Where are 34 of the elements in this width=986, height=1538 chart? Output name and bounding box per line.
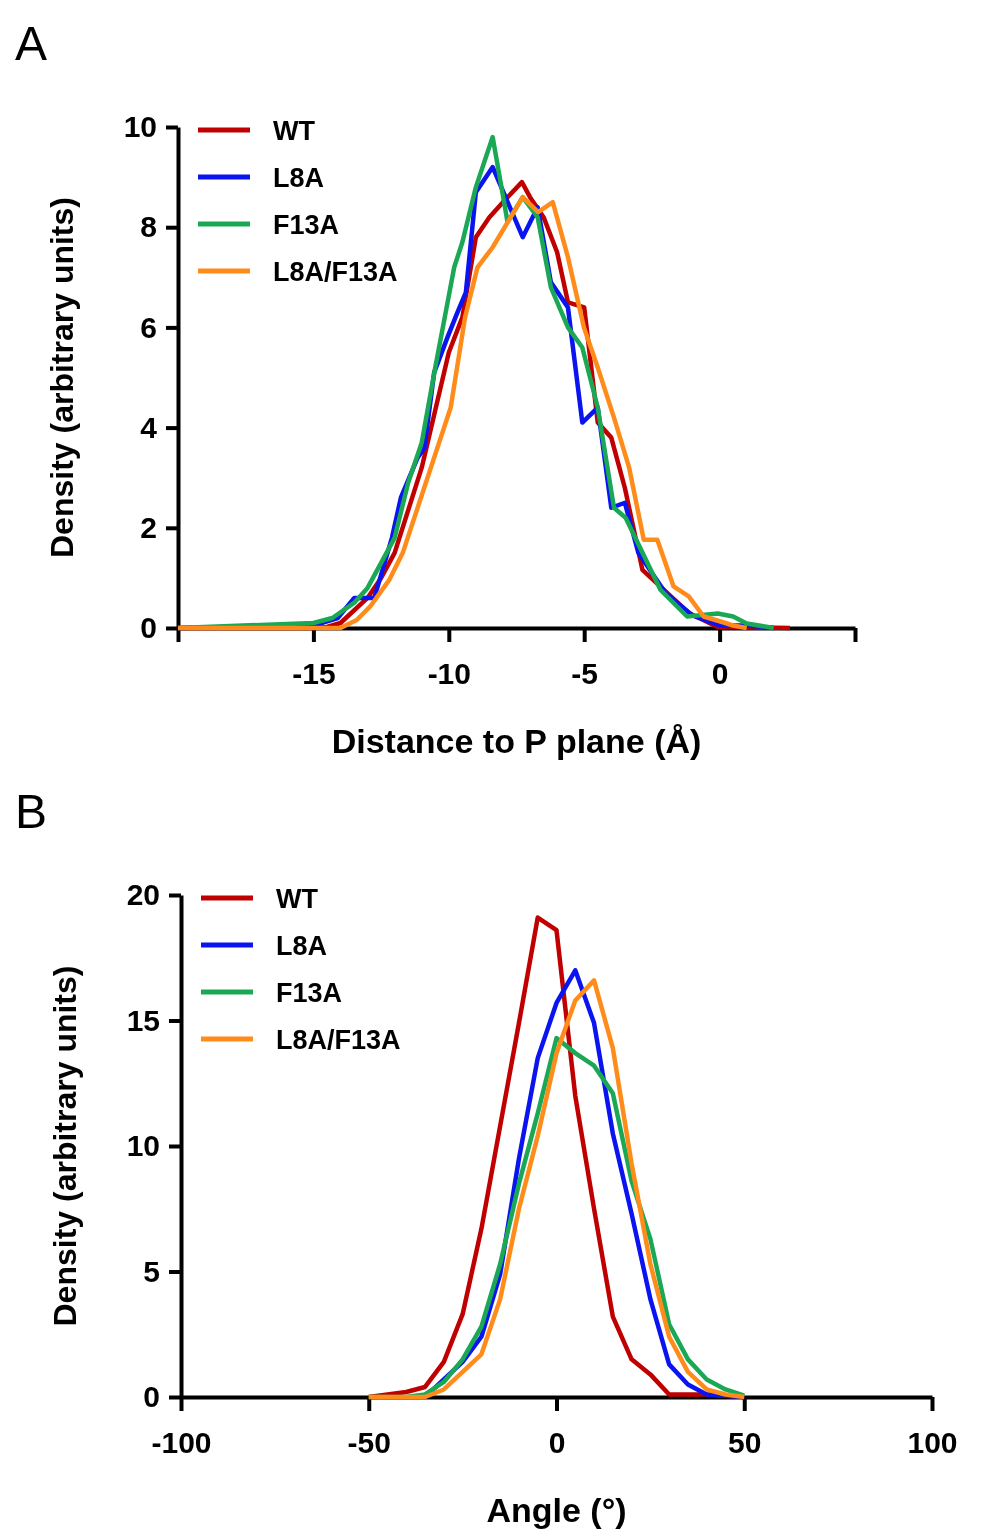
y-tick-label: 0 — [143, 1380, 160, 1414]
text: A — [15, 17, 48, 70]
legend-label: WT — [273, 116, 316, 146]
y-axis-title: Density (arbitrary units) — [44, 197, 80, 558]
y-axis-title: Density (arbitrary units) — [47, 965, 83, 1327]
legend-label: F13A — [273, 210, 340, 240]
text: B — [15, 785, 48, 838]
x-tick-label: -100 — [151, 1426, 212, 1459]
y-tick-label: 6 — [140, 310, 157, 344]
y-tick-label: 8 — [140, 210, 157, 244]
legend-label: L8A — [276, 931, 328, 961]
x-tick-label: 0 — [711, 657, 729, 690]
y-tick-label: 4 — [140, 410, 158, 444]
x-axis-title: Distance to P plane (Å) — [331, 722, 702, 760]
y-tick-label: 10 — [123, 110, 157, 144]
x-tick-label: -15 — [292, 657, 336, 690]
x-axis-title: Angle (°) — [486, 1491, 627, 1529]
y-tick-label: 20 — [126, 878, 160, 912]
legend-label: L8A/F13A — [273, 257, 398, 287]
x-tick-label: -50 — [347, 1426, 391, 1459]
y-tick-label: 15 — [126, 1003, 160, 1037]
x-tick-label: -5 — [571, 657, 599, 690]
x-tick-label: -10 — [427, 657, 471, 690]
x-tick-label: 100 — [907, 1426, 958, 1459]
y-tick-label: 0 — [140, 611, 157, 645]
x-tick-label: 0 — [548, 1426, 566, 1459]
y-tick-label: 10 — [126, 1129, 160, 1163]
y-tick-label: 5 — [143, 1254, 160, 1288]
x-tick-label: 50 — [728, 1426, 762, 1459]
legend-label: WT — [276, 884, 319, 914]
legend-label: L8A — [273, 163, 325, 193]
y-tick-label: 2 — [140, 510, 157, 544]
legend-label: F13A — [276, 978, 343, 1008]
legend-label: L8A/F13A — [276, 1025, 401, 1055]
